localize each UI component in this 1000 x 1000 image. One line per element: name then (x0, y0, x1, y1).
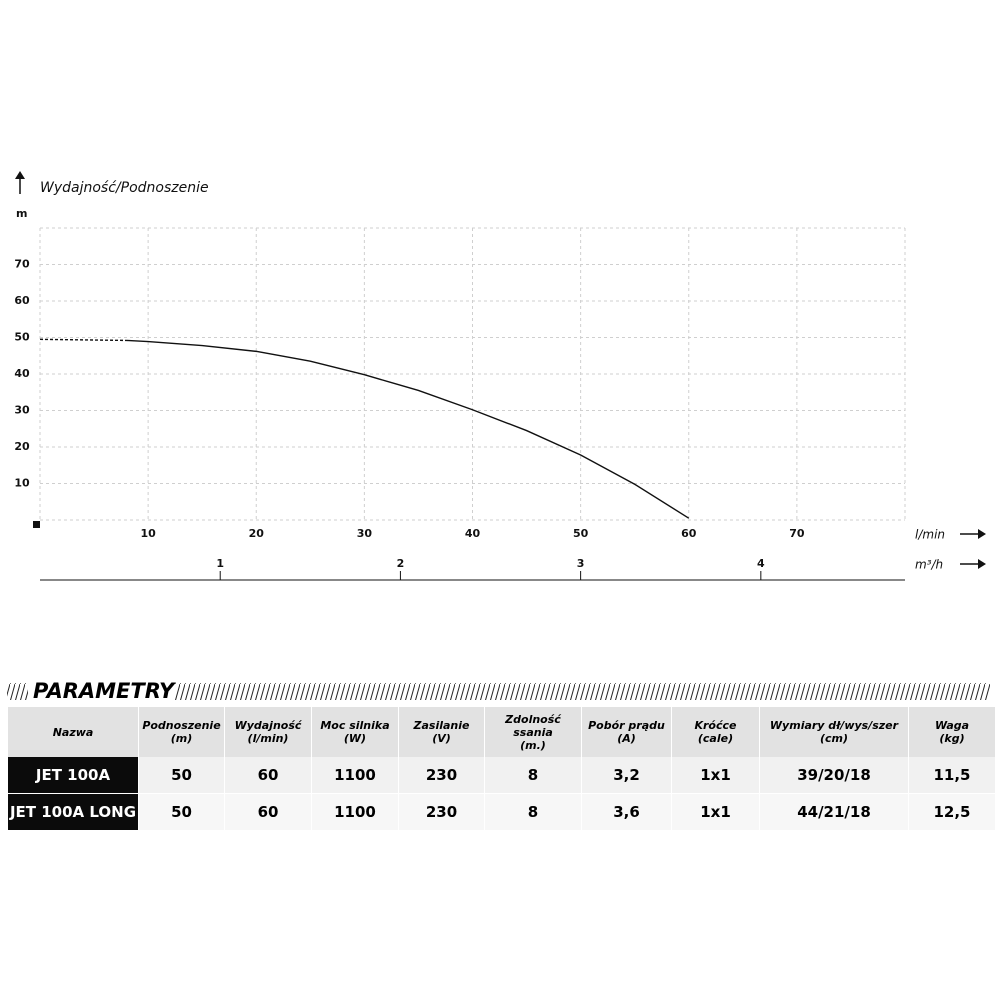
table: Nazwa Podnoszenie (m) Wydajność (l/min) Moc s… (7, 707, 996, 831)
y-tick-label: 60 (14, 294, 30, 307)
column-unit: (kg) (939, 732, 965, 745)
y-tick-label: 30 (14, 404, 30, 417)
column-unit: (W) (343, 732, 367, 745)
curve (126, 339, 690, 519)
x-tick-label: 40 (465, 527, 481, 540)
column-name: Zdolność ssania (505, 712, 561, 739)
header-cell: Wymiary dł/wys/szer (cm) (760, 707, 908, 757)
column-unit: (V) (432, 732, 451, 745)
x2-tick-label: 1 (216, 557, 224, 570)
column-name: Króćce (694, 719, 737, 732)
name-cell: JET 100A (8, 757, 138, 794)
cell: 11,5 (909, 757, 995, 794)
curve (39, 338, 127, 342)
section-title: PARAMETRY (33, 679, 175, 703)
cell: 1x1 (672, 794, 759, 831)
column-name: Waga (934, 719, 970, 732)
x-label: l/min (915, 528, 945, 542)
cell: 60 (225, 757, 311, 794)
x-tick-label: 60 (681, 527, 697, 540)
column-unit: (l/min) (247, 732, 289, 745)
cell: 12,5 (909, 794, 995, 831)
header-cell: Zdolność ssania (m.) (485, 707, 581, 757)
column-name: Wymiary dł/wys/szer (769, 719, 899, 732)
y-label: m (16, 207, 27, 220)
cell: 1100 (312, 757, 398, 794)
y-tick-label: 10 (14, 477, 30, 490)
header-cell: Moc silnika (W) (312, 707, 398, 757)
x2-tick-label: 2 (397, 557, 405, 570)
data-row: JET 100A 50 60 1100 230 8 3,2 1x1 39/20/18 11,5 (8, 757, 995, 794)
column-name: Zasilanie (413, 719, 470, 732)
column-unit: (cale) (697, 732, 734, 745)
cell: 50 (139, 794, 224, 831)
hatch (7, 683, 28, 700)
cell: 3,2 (582, 757, 671, 794)
column-unit: (A) (617, 732, 636, 745)
column-name: Wydajność (234, 719, 302, 732)
cell: 50 (139, 757, 224, 794)
x-tick-label: 70 (789, 527, 805, 540)
chart-title: Wydajność/Podnoszenie (40, 180, 209, 196)
cell: 60 (225, 794, 311, 831)
origin-marker (33, 521, 40, 528)
x-tick-label: 20 (249, 527, 265, 540)
column-name: Pobór prądu (588, 719, 665, 732)
cell: 230 (399, 794, 484, 831)
x2-tick-label: 4 (757, 557, 765, 570)
y-tick-label: 50 (14, 331, 30, 344)
x-tick-label: 10 (140, 527, 156, 540)
x2-label: m³/h (915, 558, 943, 572)
column-unit: (m) (170, 732, 193, 745)
column-unit: (cm) (819, 732, 849, 745)
y-tick-label: 70 (14, 258, 30, 271)
column-name: Podnoszenie (142, 719, 221, 732)
hatch (175, 683, 990, 700)
column-unit: (m.) (520, 738, 546, 752)
cell: 3,6 (582, 794, 671, 831)
column-name: Nazwa (52, 725, 94, 739)
header-cell: Pobór prądu (A) (582, 707, 671, 757)
cell: 230 (399, 757, 484, 794)
cell: 8 (485, 794, 581, 831)
x2-arrow-head (978, 559, 986, 569)
x-tick-label: 50 (573, 527, 589, 540)
header-row: Nazwa Podnoszenie (m) Wydajność (l/min) Moc s… (8, 707, 995, 757)
data-row: JET 100A LONG 50 60 1100 230 8 3,6 1x1 44/21/18 1… (8, 794, 995, 831)
header-cell: Podnoszenie (m) (139, 707, 224, 757)
column-name: Moc silnika (320, 719, 390, 732)
y-tick-label: 20 (14, 440, 30, 453)
cell: 39/20/18 (760, 757, 908, 794)
header-cell: Zasilanie (V) (399, 707, 484, 757)
name-cell: JET 100A LONG (8, 794, 138, 831)
x-tick-label: 30 (357, 527, 373, 540)
header-cell: Nazwa (8, 707, 138, 757)
cell: 1100 (312, 794, 398, 831)
y-tick-label: 40 (14, 367, 30, 380)
x2-tick-label: 3 (577, 557, 585, 570)
header-cell: Króćce (cale) (672, 707, 759, 757)
cell: 8 (485, 757, 581, 794)
header-cell: Wydajność (l/min) (225, 707, 311, 757)
y-arrow-head (15, 171, 25, 179)
header-cell: Waga (kg) (909, 707, 995, 757)
cell: 44/21/18 (760, 794, 908, 831)
x-arrow-head (978, 529, 986, 539)
cell: 1x1 (672, 757, 759, 794)
